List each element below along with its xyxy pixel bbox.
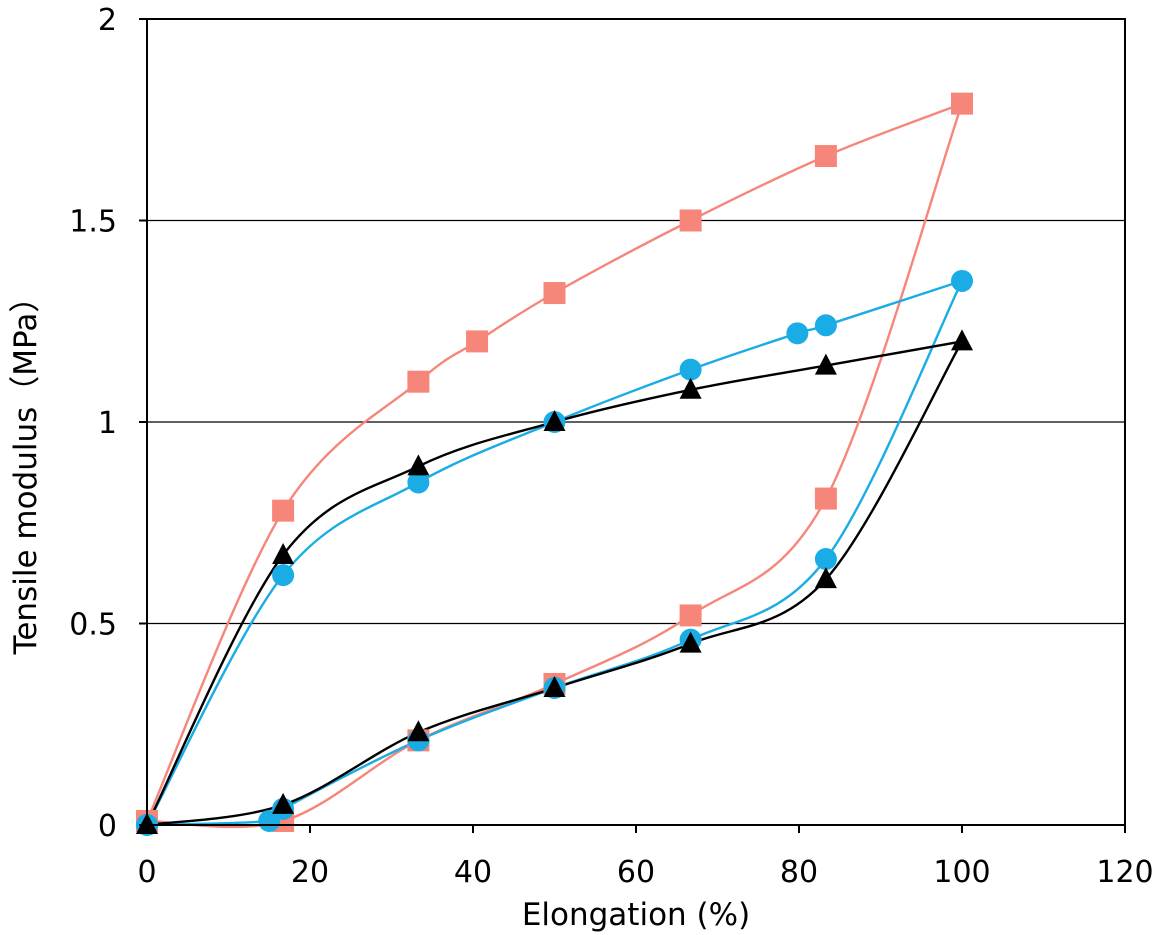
data-point-square [814,145,837,168]
data-point-triangle [679,377,702,399]
data-point-triangle [679,631,702,653]
x-tick-label: 80 [780,855,818,890]
data-curves [145,102,964,829]
data-point-circle [814,314,837,337]
x-tick-label: 60 [617,855,655,890]
data-point-square [679,604,702,627]
data-point-triangle [951,329,973,351]
data-point-circle [272,564,295,587]
data-point-circle [814,548,837,571]
data-point-circle [786,322,809,345]
x-tick-label: 40 [454,855,492,890]
data-markers [136,92,973,836]
data-point-triangle [814,353,837,375]
data-point-triangle [814,567,837,589]
data-point-triangle [272,542,295,564]
data-point-square [272,499,295,522]
data-point-circle [951,269,973,292]
data-point-triangle [407,720,430,742]
x-tick-label: 100 [933,855,990,890]
y-tick-label: 0 [98,809,117,844]
x-axis-title: Elongation (%) [522,897,750,933]
series-line-square-loading [145,102,963,822]
x-tick-label: 0 [137,855,156,890]
series-line-square-unloading [146,103,964,829]
data-point-square [679,209,702,232]
x-tick-label: 120 [1096,855,1153,890]
y-tick-label: 1 [98,406,117,441]
y-tick-label: 0.5 [69,608,117,643]
y-tick-label: 2 [98,3,117,38]
axis-ticks: 0 20 40 60 80 100 120 0 0.5 1 1.5 2 [69,3,1153,890]
x-tick-label: 20 [291,855,329,890]
data-point-square [466,330,489,353]
data-point-square [407,370,430,393]
data-point-square [951,92,973,115]
data-point-triangle [407,454,430,476]
grid-lines [147,219,1125,625]
data-point-triangle [543,675,566,697]
y-axis-title: Tensile modulus（MPa） [8,282,44,656]
data-point-square [543,282,566,305]
data-point-square [814,487,837,510]
y-tick-label: 1.5 [69,205,117,240]
data-point-triangle [272,792,295,814]
data-point-triangle [543,410,566,431]
data-point-circle [407,471,430,494]
data-point-circle [258,809,281,832]
data-point-circle [679,358,702,381]
